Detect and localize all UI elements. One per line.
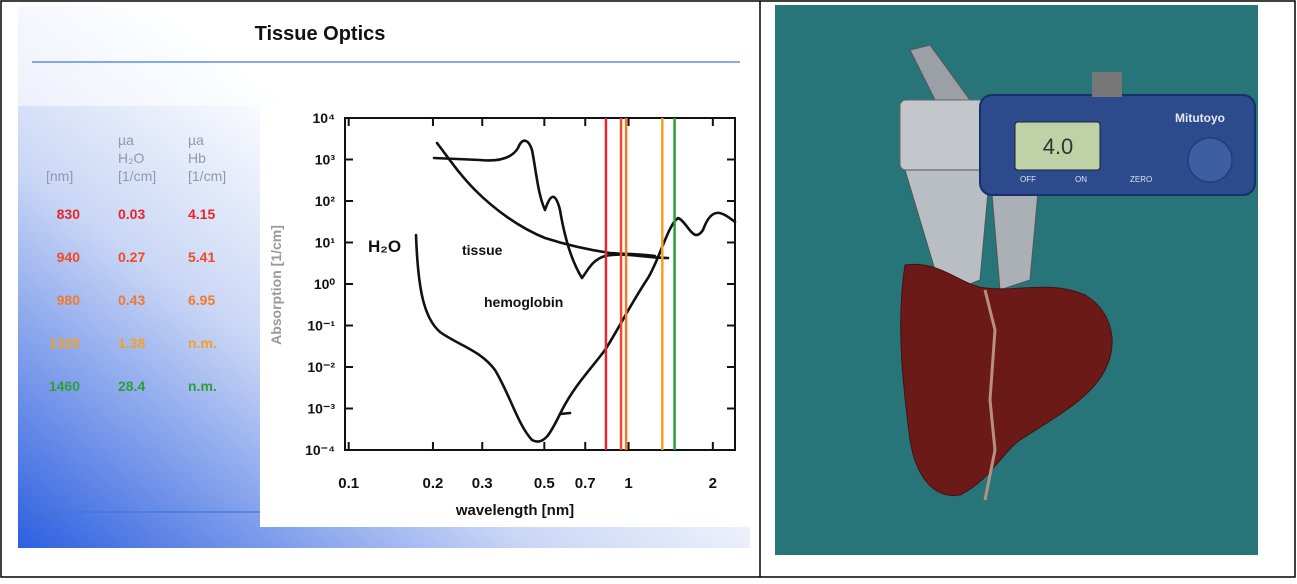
button-label: ZERO	[1130, 175, 1152, 184]
slide-title: Tissue Optics	[255, 23, 386, 45]
x-tick-label: 1	[624, 475, 632, 492]
curve-label: H₂O	[368, 237, 401, 256]
x-tick-label: 0.5	[534, 475, 555, 492]
page: Tissue Optics [nm] µa H₂O [1/cm] µa Hb [1/cm] 8…	[0, 0, 1297, 579]
table-cell: 6.95	[188, 292, 215, 308]
table-cell: 0.43	[118, 292, 145, 308]
table-cell: 830	[57, 206, 81, 222]
table-cell: 5.41	[188, 249, 215, 265]
slide-top-fade	[18, 6, 750, 106]
table-cell: 980	[57, 292, 81, 308]
y-tick-label: 10⁻⁴	[305, 442, 335, 458]
absorption-chart: Absorption [1/cm] wavelength [nm] 10⁴ 10³…	[260, 103, 750, 527]
table-cell: 0.27	[118, 249, 145, 265]
y-tick-label: 10⁻¹	[307, 318, 335, 334]
curve-fragment	[560, 413, 570, 414]
y-tick-label: 10¹	[315, 235, 336, 251]
x-tick-label: 0.3	[472, 475, 493, 492]
lcd-reading: 4.0	[1043, 134, 1074, 159]
curve-label: tissue	[462, 242, 503, 258]
table-cell: 28.4	[118, 378, 145, 394]
button-label: ON	[1075, 175, 1087, 184]
thumb-wheel	[1188, 138, 1232, 182]
curve-label: hemoglobin	[484, 294, 563, 310]
table-cell: n.m.	[188, 335, 217, 351]
y-tick-label: 10⁰	[314, 276, 336, 292]
table-cell: 0.03	[118, 206, 145, 222]
x-tick-label: 0.2	[423, 475, 444, 492]
table-cell: 940	[57, 249, 81, 265]
y-tick-label: 10⁴	[313, 110, 336, 126]
brand: Mitutoyo	[1175, 111, 1225, 125]
button-label: OFF	[1020, 175, 1036, 184]
y-tick-label: 10³	[315, 152, 336, 168]
table-header: [1/cm]	[118, 168, 156, 184]
x-tick-label: 0.1	[338, 475, 359, 492]
table-header: [1/cm]	[188, 168, 226, 184]
table-header: [nm]	[46, 168, 73, 184]
x-tick-label: 0.7	[575, 475, 596, 492]
table-cell: n.m.	[188, 378, 217, 394]
table-header: H₂O	[118, 150, 145, 166]
table-cell: 4.15	[188, 206, 215, 222]
photo: 4.0 Mitutoyo OFF ON ZERO	[775, 5, 1258, 555]
y-axis-label: Absorption [1/cm]	[268, 225, 284, 345]
table-cell: 1.38	[118, 335, 145, 351]
table-header: Hb	[188, 150, 206, 166]
y-tick-label: 10⁻²	[307, 359, 335, 375]
x-tick-label: 2	[709, 475, 717, 492]
table-cell: 1460	[49, 378, 80, 394]
table-cell: 1320	[49, 335, 80, 351]
caliper-knob	[1092, 72, 1122, 97]
y-tick-label: 10⁻³	[307, 401, 335, 417]
table-header: µa	[188, 132, 204, 148]
y-tick-label: 10²	[315, 193, 336, 209]
table-header: µa	[118, 132, 134, 148]
x-axis-label: wavelength [nm]	[455, 502, 574, 519]
